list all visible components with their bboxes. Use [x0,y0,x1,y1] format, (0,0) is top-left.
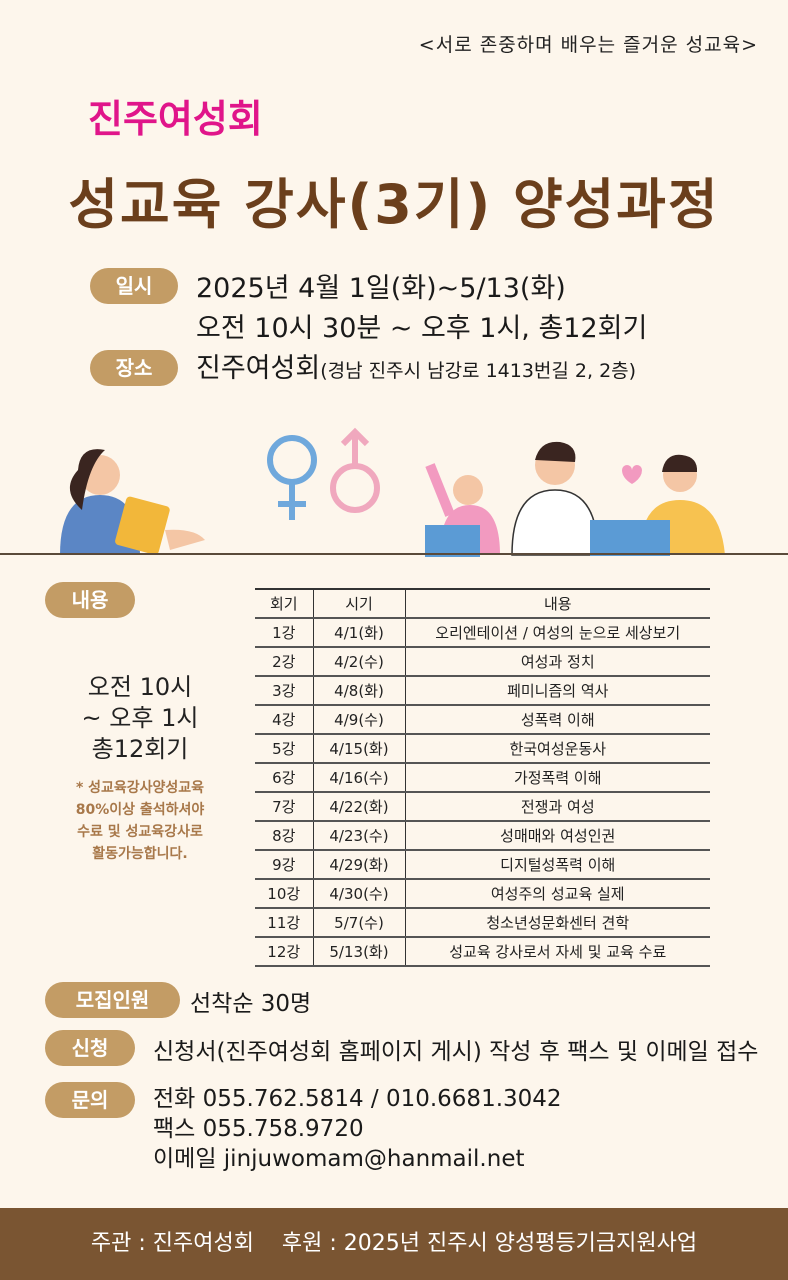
contact-email: 이메일 jinjuwomam@hanmail.net [153,1146,525,1172]
male-symbol-icon [330,427,380,513]
apply-value: 신청서(진주여성회 홈페이지 게시) 작성 후 팩스 및 이메일 접수 [153,1039,759,1065]
content-cell: 오리엔테이션 / 여성의 눈으로 세상보기 [405,618,710,648]
attendance-note: * 성교육강사양성교육 80%이상 출석하셔야 수료 및 성교육강사로 활동가능… [55,777,225,865]
content-cell: 가정폭력 이해 [405,763,710,793]
table-row: 12강 5/13(화) 성교육 강사로서 자세 및 교육 수료 [255,937,710,967]
header-date: 시기 [313,588,406,619]
page-title: 성교육 강사(3기) 양성과정 [68,173,720,236]
content-cell: 전쟁과 여성 [405,792,710,822]
session-cell: 2강 [255,647,314,677]
session-cell: 3강 [255,676,314,706]
contact-phone: 전화 055.762.5814 / 010.6681.3042 [153,1086,562,1112]
apply-label: 신청 [45,1030,135,1066]
table-row: 5강 4/15(화) 한국여성운동사 [255,734,710,764]
time-line: 오전 10시 [87,673,193,701]
place-label: 장소 [90,350,178,386]
header-content: 내용 [405,588,710,619]
date-cell: 5/7(수) [313,908,406,938]
footer-text: 주관 : 진주여성회 후원 : 2025년 진주시 양성평등기금지원사업 [90,1231,698,1256]
org-name: 진주여성회 [88,97,263,141]
session-cell: 12강 [255,937,314,967]
schedule-dates: 2025년 4월 1일(화)~5/13(화) [196,273,566,304]
content-cell: 여성주의 성교육 실제 [405,879,710,909]
header-session: 회기 [255,588,314,619]
session-cell: 5강 [255,734,314,764]
note-line: 수료 및 성교육강사로 [77,824,203,840]
footer: 주관 : 진주여성회 후원 : 2025년 진주시 양성평등기금지원사업 [0,1208,788,1280]
date-cell: 5/13(화) [313,937,406,967]
table-row: 11강 5/7(수) 청소년성문화센터 견학 [255,908,710,938]
content-cell: 성매매와 여성인권 [405,821,710,851]
schedule-label: 일시 [90,268,178,304]
content-cell: 청소년성문화센터 견학 [405,908,710,938]
time-line: 총12회기 [91,735,189,763]
table-row: 1강 4/1(화) 오리엔테이션 / 여성의 눈으로 세상보기 [255,618,710,648]
table-row: 7강 4/22(화) 전쟁과 여성 [255,792,710,822]
date-cell: 4/2(수) [313,647,406,677]
table-row: 2강 4/2(수) 여성과 정치 [255,647,710,677]
table-header: 회기 시기 내용 [255,588,710,619]
time-line: ~ 오후 1시 [81,704,199,732]
content-cell: 페미니즘의 역사 [405,676,710,706]
date-cell: 4/1(화) [313,618,406,648]
note-line: * 성교육강사양성교육 [75,780,205,796]
note-line: 활동가능합니다. [92,846,188,862]
session-cell: 1강 [255,618,314,648]
illustration [60,427,725,557]
place-address: (경남 진주시 남강로 1413번길 2, 2층) [320,360,637,382]
teacher-illustration [60,449,205,555]
content-cell: 성폭력 이해 [405,705,710,735]
curriculum-table: 회기 시기 내용 1강 4/1(화) 오리엔테이션 / 여성의 눈으로 세상보기 2강… [255,588,710,967]
content-cell: 성교육 강사로서 자세 및 교육 수료 [405,937,710,967]
recruit-value: 선착순 30명 [190,991,312,1017]
session-cell: 6강 [255,763,314,793]
female-symbol-icon [267,435,317,520]
session-cell: 4강 [255,705,314,735]
date-cell: 4/8(화) [313,676,406,706]
place-name: 진주여성회 [196,353,321,384]
date-cell: 4/9(수) [313,705,406,735]
divider [0,553,788,555]
table-row: 3강 4/8(화) 페미니즘의 역사 [255,676,710,706]
table-row: 8강 4/23(수) 성매매와 여성인권 [255,821,710,851]
date-cell: 4/15(화) [313,734,406,764]
date-cell: 4/16(수) [313,763,406,793]
session-cell: 11강 [255,908,314,938]
session-cell: 8강 [255,821,314,851]
table-row: 9강 4/29(화) 디지털성폭력 이해 [255,850,710,880]
content-label: 내용 [45,582,135,618]
session-cell: 7강 [255,792,314,822]
session-cell: 9강 [255,850,314,880]
date-cell: 4/30(수) [313,879,406,909]
date-cell: 4/22(화) [313,792,406,822]
table-row: 4강 4/9(수) 성폭력 이해 [255,705,710,735]
contact-fax: 팩스 055.758.9720 [153,1116,364,1142]
session-cell: 10강 [255,879,314,909]
schedule-time: 오전 10시 30분 ~ 오후 1시, 총12회기 [196,313,648,344]
content-time: 오전 10시 ~ 오후 1시 총12회기 [60,672,220,765]
contact-label: 문의 [45,1082,135,1118]
place-text: 진주여성회(경남 진주시 남강로 1413번길 2, 2층) [196,346,636,385]
date-cell: 4/23(수) [313,821,406,851]
table-row: 10강 4/30(수) 여성주의 성교육 실제 [255,879,710,909]
family-illustration [425,441,725,557]
contact-info: 전화 055.762.5814 / 010.6681.3042 팩스 055.7… [153,1084,562,1174]
date-cell: 4/29(화) [313,850,406,880]
content-cell: 디지털성폭력 이해 [405,850,710,880]
table-row: 6강 4/16(수) 가정폭력 이해 [255,763,710,793]
content-cell: 여성과 정치 [405,647,710,677]
recruit-label: 모집인원 [45,982,180,1018]
content-cell: 한국여성운동사 [405,734,710,764]
note-line: 80%이상 출석하셔야 [75,802,205,818]
tagline: <서로 존중하며 배우는 즐거운 성교육> [418,34,758,56]
